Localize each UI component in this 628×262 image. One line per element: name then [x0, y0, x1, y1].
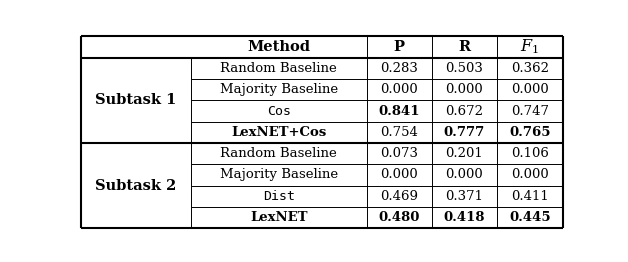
- Text: Majority Baseline: Majority Baseline: [220, 83, 338, 96]
- Text: 0.480: 0.480: [379, 211, 420, 224]
- Text: 0.672: 0.672: [445, 105, 483, 118]
- Text: $\mathit{F}_1$: $\mathit{F}_1$: [520, 38, 539, 57]
- Text: Cos: Cos: [267, 105, 291, 118]
- Text: Method: Method: [247, 40, 310, 54]
- Text: 0.747: 0.747: [511, 105, 549, 118]
- Text: 0.754: 0.754: [380, 126, 418, 139]
- Text: 0.000: 0.000: [445, 83, 483, 96]
- Text: 0.073: 0.073: [380, 147, 418, 160]
- Text: 0.418: 0.418: [443, 211, 485, 224]
- Text: 0.362: 0.362: [511, 62, 549, 75]
- Text: Subtask 1: Subtask 1: [95, 93, 176, 107]
- Text: Majority Baseline: Majority Baseline: [220, 168, 338, 181]
- Text: 0.000: 0.000: [511, 83, 549, 96]
- Text: 0.371: 0.371: [445, 190, 483, 203]
- Text: 0.283: 0.283: [380, 62, 418, 75]
- Text: Random Baseline: Random Baseline: [220, 147, 337, 160]
- Text: 0.777: 0.777: [443, 126, 485, 139]
- Text: P: P: [394, 40, 404, 54]
- Text: LexNET: LexNET: [250, 211, 308, 224]
- Text: 0.469: 0.469: [380, 190, 418, 203]
- Text: 0.000: 0.000: [511, 168, 549, 181]
- Text: 0.000: 0.000: [445, 168, 483, 181]
- Text: R: R: [458, 40, 470, 54]
- Text: 0.201: 0.201: [445, 147, 483, 160]
- Text: 0.106: 0.106: [511, 147, 549, 160]
- Text: Subtask 2: Subtask 2: [95, 178, 176, 193]
- Text: 0.765: 0.765: [509, 126, 551, 139]
- Text: Random Baseline: Random Baseline: [220, 62, 337, 75]
- Text: Dist: Dist: [263, 190, 295, 203]
- Text: 0.000: 0.000: [381, 83, 418, 96]
- Text: 0.445: 0.445: [509, 211, 551, 224]
- Text: LexNET+Cos: LexNET+Cos: [231, 126, 327, 139]
- Text: 0.411: 0.411: [511, 190, 549, 203]
- Text: 0.503: 0.503: [445, 62, 483, 75]
- Text: 0.841: 0.841: [379, 105, 420, 118]
- Text: 0.000: 0.000: [381, 168, 418, 181]
